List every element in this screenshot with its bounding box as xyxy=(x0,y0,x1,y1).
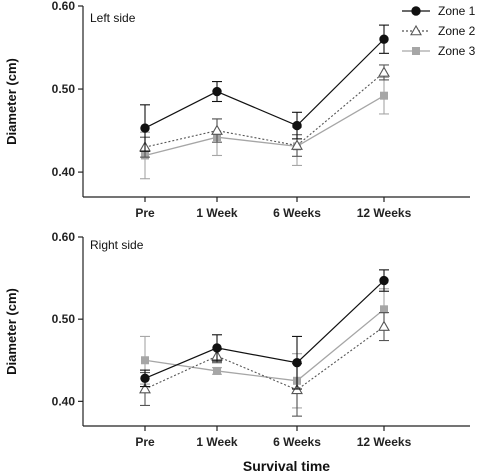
x-tick-label: 6 Weeks xyxy=(273,206,321,220)
series-line xyxy=(144,280,385,379)
y-tick-label: 0.60 xyxy=(52,0,76,13)
y-axis-label: Diameter (cm) xyxy=(4,58,19,145)
series-line xyxy=(144,38,385,129)
data-point xyxy=(379,34,389,44)
data-point xyxy=(292,358,302,368)
chart-panel-2: 0.40 0.50 0.60 Pre 1 Week 6 Weeks 12 Weeks Righ… xyxy=(4,230,470,474)
legend: Zone 1 Zone 2 Zone 3 xyxy=(402,4,476,58)
legend-marker xyxy=(410,24,422,36)
x-tick-label: 1 Week xyxy=(196,435,237,449)
legend-marker xyxy=(412,47,420,55)
legend-label: Zone 3 xyxy=(438,44,476,58)
chart-panel-1: 0.40 0.50 0.60 Pre 1 Week 6 Weeks 12 Weeks Left… xyxy=(4,0,470,220)
legend-label: Zone 1 xyxy=(438,4,476,18)
y-axis-label: Diameter (cm) xyxy=(4,288,19,375)
series-zone2 xyxy=(139,64,390,158)
y-tick-label: 0.50 xyxy=(52,312,76,326)
x-tick-label: Pre xyxy=(135,435,155,449)
data-point xyxy=(292,120,302,131)
y-tick-label: 0.40 xyxy=(52,165,76,179)
legend-marker xyxy=(411,6,421,16)
data-point xyxy=(379,275,389,286)
series-zone3 xyxy=(140,288,389,409)
data-point xyxy=(378,320,390,331)
y-tick-label: 0.50 xyxy=(52,82,76,96)
series-zone3 xyxy=(140,76,389,180)
data-point xyxy=(380,305,388,314)
y-tick-label: 0.40 xyxy=(52,394,76,408)
data-point xyxy=(380,91,388,100)
data-point xyxy=(140,373,150,384)
data-point xyxy=(140,123,150,133)
x-tick-label: 12 Weeks xyxy=(357,206,412,220)
series-zone1 xyxy=(140,24,389,152)
data-point xyxy=(139,382,151,394)
data-point xyxy=(211,124,223,135)
data-point xyxy=(378,66,390,77)
x-tick-label: 6 Weeks xyxy=(273,435,321,449)
series-zone1 xyxy=(140,269,389,390)
x-tick-label: 1 Week xyxy=(196,206,237,220)
series-line xyxy=(144,326,385,391)
legend-label: Zone 2 xyxy=(438,24,476,38)
series-line xyxy=(144,308,385,382)
y-tick-label: 0.60 xyxy=(52,230,76,244)
x-tick-label: Pre xyxy=(135,206,155,220)
panel-title: Right side xyxy=(90,238,144,252)
data-point xyxy=(291,139,303,150)
x-tick-label: 12 Weeks xyxy=(357,435,412,449)
x-axis-label: Survival time xyxy=(243,458,330,474)
series-line xyxy=(144,95,385,157)
data-point xyxy=(212,343,222,353)
data-point xyxy=(141,356,149,365)
data-point xyxy=(212,86,222,97)
data-point xyxy=(213,366,221,375)
series-line xyxy=(144,72,385,148)
panel-title: Left side xyxy=(90,11,136,25)
